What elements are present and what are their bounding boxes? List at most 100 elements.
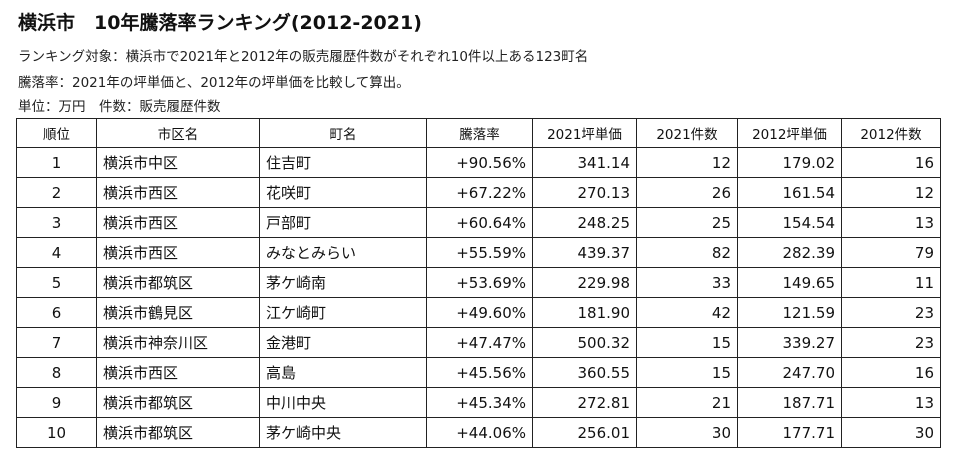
header-city-ward: 市区名 <box>96 118 260 148</box>
town-cell: 戸部町 <box>259 207 427 238</box>
change-rate-cell: +45.56% <box>426 357 533 388</box>
price-2021-cell: 248.25 <box>532 207 637 238</box>
town-cell: 茅ケ崎南 <box>259 267 427 298</box>
table-row: 3 横浜市西区 戸部町 +60.64% 248.25 25 154.54 13 <box>16 207 941 238</box>
change-rate-cell: +60.64% <box>426 207 533 238</box>
price-2012-cell: 154.54 <box>737 207 842 238</box>
price-2012-cell: 177.71 <box>737 417 842 448</box>
count-2021-cell: 26 <box>636 177 738 208</box>
header-2021-price: 2021坪単価 <box>532 118 637 148</box>
rank-cell: 10 <box>16 417 97 448</box>
count-2012-cell: 23 <box>841 327 941 358</box>
header-change-rate: 騰落率 <box>426 118 533 148</box>
count-2021-cell: 15 <box>636 357 738 388</box>
price-2021-cell: 439.37 <box>532 237 637 268</box>
price-2012-cell: 282.39 <box>737 237 842 268</box>
rank-cell: 5 <box>16 267 97 298</box>
table-row: 6 横浜市鶴見区 江ケ崎町 +49.60% 181.90 42 121.59 2… <box>16 297 941 328</box>
town-cell: みなとみらい <box>259 237 427 268</box>
change-rate-cell: +90.56% <box>426 147 533 178</box>
table-row: 5 横浜市都筑区 茅ケ崎南 +53.69% 229.98 33 149.65 1… <box>16 267 941 298</box>
city-ward-cell: 横浜市西区 <box>96 177 260 208</box>
price-2021-cell: 270.13 <box>532 177 637 208</box>
price-2021-cell: 500.32 <box>532 327 637 358</box>
town-cell: 高島 <box>259 357 427 388</box>
rank-cell: 9 <box>16 387 97 418</box>
rank-cell: 3 <box>16 207 97 238</box>
town-cell: 中川中央 <box>259 387 427 418</box>
town-cell: 花咲町 <box>259 177 427 208</box>
count-2021-cell: 25 <box>636 207 738 238</box>
count-2012-cell: 23 <box>841 297 941 328</box>
count-2021-cell: 12 <box>636 147 738 178</box>
header-2012-price: 2012坪単価 <box>737 118 842 148</box>
price-2021-cell: 341.14 <box>532 147 637 178</box>
price-2021-cell: 272.81 <box>532 387 637 418</box>
town-cell: 茅ケ崎中央 <box>259 417 427 448</box>
price-2012-cell: 187.71 <box>737 387 842 418</box>
city-ward-cell: 横浜市都筑区 <box>96 267 260 298</box>
change-rate-cell: +53.69% <box>426 267 533 298</box>
units-note: 単位：万円 件数：販売履歴件数 <box>18 99 221 115</box>
price-2021-cell: 256.01 <box>532 417 637 448</box>
change-rate-cell: +47.47% <box>426 327 533 358</box>
rank-cell: 7 <box>16 327 97 358</box>
count-2012-cell: 16 <box>841 357 941 388</box>
price-2021-cell: 181.90 <box>532 297 637 328</box>
header-2012-count: 2012件数 <box>841 118 941 148</box>
price-2012-cell: 121.59 <box>737 297 842 328</box>
header-rank: 順位 <box>16 118 97 148</box>
price-2012-cell: 149.65 <box>737 267 842 298</box>
count-2012-cell: 11 <box>841 267 941 298</box>
price-2012-cell: 339.27 <box>737 327 842 358</box>
city-ward-cell: 横浜市西区 <box>96 237 260 268</box>
count-2021-cell: 33 <box>636 267 738 298</box>
change-rate-cell: +44.06% <box>426 417 533 448</box>
count-2021-cell: 15 <box>636 327 738 358</box>
change-rate-cell: +45.34% <box>426 387 533 418</box>
count-2012-cell: 79 <box>841 237 941 268</box>
rank-cell: 4 <box>16 237 97 268</box>
count-2012-cell: 12 <box>841 177 941 208</box>
change-rate-cell: +49.60% <box>426 297 533 328</box>
ranking-table: 順位 市区名 町名 騰落率 2021坪単価 2021件数 2012坪単価 201… <box>16 118 941 448</box>
table-row: 10 横浜市都筑区 茅ケ崎中央 +44.06% 256.01 30 177.71… <box>16 417 941 448</box>
rank-cell: 6 <box>16 297 97 328</box>
count-2021-cell: 21 <box>636 387 738 418</box>
table-header-row: 順位 市区名 町名 騰落率 2021坪単価 2021件数 2012坪単価 201… <box>16 118 941 148</box>
header-2021-count: 2021件数 <box>636 118 738 148</box>
rank-cell: 2 <box>16 177 97 208</box>
city-ward-cell: 横浜市鶴見区 <box>96 297 260 328</box>
header-town: 町名 <box>259 118 427 148</box>
rank-cell: 1 <box>16 147 97 178</box>
price-2021-cell: 229.98 <box>532 267 637 298</box>
count-2021-cell: 42 <box>636 297 738 328</box>
table-row: 2 横浜市西区 花咲町 +67.22% 270.13 26 161.54 12 <box>16 177 941 208</box>
table-row: 8 横浜市西区 高島 +45.56% 360.55 15 247.70 16 <box>16 357 941 388</box>
count-2012-cell: 13 <box>841 207 941 238</box>
ranking-scope-note: ランキング対象：横浜市で2021年と2012年の販売履歴件数がそれぞれ10件以上… <box>18 49 589 65</box>
city-ward-cell: 横浜市西区 <box>96 207 260 238</box>
town-cell: 金港町 <box>259 327 427 358</box>
price-2012-cell: 247.70 <box>737 357 842 388</box>
table-row: 9 横浜市都筑区 中川中央 +45.34% 272.81 21 187.71 1… <box>16 387 941 418</box>
city-ward-cell: 横浜市都筑区 <box>96 417 260 448</box>
count-2012-cell: 30 <box>841 417 941 448</box>
rank-cell: 8 <box>16 357 97 388</box>
city-ward-cell: 横浜市西区 <box>96 357 260 388</box>
page-title: 横浜市 10年騰落率ランキング(2012-2021) <box>18 12 422 34</box>
table-row: 7 横浜市神奈川区 金港町 +47.47% 500.32 15 339.27 2… <box>16 327 941 358</box>
table-row: 1 横浜市中区 住吉町 +90.56% 341.14 12 179.02 16 <box>16 147 941 178</box>
city-ward-cell: 横浜市中区 <box>96 147 260 178</box>
city-ward-cell: 横浜市都筑区 <box>96 387 260 418</box>
city-ward-cell: 横浜市神奈川区 <box>96 327 260 358</box>
town-cell: 江ケ崎町 <box>259 297 427 328</box>
rate-definition-note: 騰落率：2021年の坪単価と、2012年の坪単価を比較して算出。 <box>18 75 410 91</box>
count-2012-cell: 13 <box>841 387 941 418</box>
price-2021-cell: 360.55 <box>532 357 637 388</box>
price-2012-cell: 179.02 <box>737 147 842 178</box>
count-2021-cell: 30 <box>636 417 738 448</box>
table-row: 4 横浜市西区 みなとみらい +55.59% 439.37 82 282.39 … <box>16 237 941 268</box>
change-rate-cell: +67.22% <box>426 177 533 208</box>
town-cell: 住吉町 <box>259 147 427 178</box>
